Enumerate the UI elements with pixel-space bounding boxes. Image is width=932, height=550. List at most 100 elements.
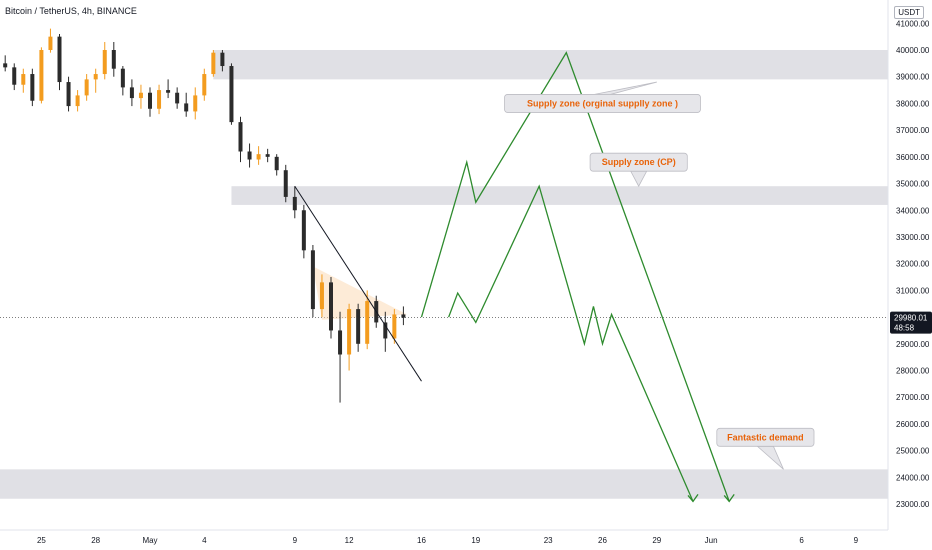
candle-body <box>401 314 406 318</box>
y-tick-label: 31000.00 <box>896 286 930 295</box>
candle-body <box>365 301 370 344</box>
candle-body <box>184 103 189 112</box>
x-tick-label: 19 <box>471 536 480 545</box>
y-tick-label: 35000.00 <box>896 180 930 189</box>
x-tick-label: 28 <box>91 536 100 545</box>
projection-path <box>448 184 694 502</box>
y-tick-label: 38000.00 <box>896 99 930 108</box>
zone-rect <box>213 50 889 80</box>
candle-body <box>319 282 324 310</box>
x-tick-label: 12 <box>345 536 354 545</box>
callout-label: Fantastic demand <box>727 432 804 442</box>
y-tick-label: 33000.00 <box>896 233 930 242</box>
candle-body <box>274 156 279 171</box>
candle-body <box>301 210 306 251</box>
candle-body <box>57 36 62 83</box>
current-price-tag <box>890 311 932 334</box>
y-tick-label: 41000.00 <box>896 19 930 28</box>
y-tick-label: 27000.00 <box>896 393 930 402</box>
countdown-timer: 48:58 <box>894 324 915 333</box>
projection-arrowhead <box>723 494 735 503</box>
candle-body <box>211 52 216 75</box>
trendline <box>294 185 422 382</box>
x-tick-label: 29 <box>652 536 661 545</box>
projection-path <box>420 51 730 502</box>
callout-label: Supply zone (CP) <box>602 157 676 167</box>
candle-body <box>66 82 71 107</box>
candle-body <box>30 74 35 101</box>
callout-pointer <box>630 170 648 188</box>
candle-body <box>238 122 243 152</box>
candle-body <box>356 309 361 344</box>
x-tick-label: 25 <box>37 536 46 545</box>
callout-box <box>716 427 815 447</box>
candle-body <box>166 90 171 93</box>
current-price-value: 29980.01 <box>894 314 928 323</box>
y-tick-label: 39000.00 <box>896 73 930 82</box>
x-tick-label: 9 <box>854 536 859 545</box>
y-tick-label: 32000.00 <box>896 260 930 269</box>
y-tick-label: 34000.00 <box>896 206 930 215</box>
y-tick-label: 40000.00 <box>896 46 930 55</box>
candle-body <box>383 322 388 339</box>
candle-body <box>202 74 207 96</box>
x-tick-label: 26 <box>598 536 607 545</box>
candle-body <box>265 154 270 157</box>
candle-body <box>75 95 80 107</box>
candle-body <box>157 90 162 109</box>
candle-body <box>129 87 134 99</box>
candle-body <box>138 92 143 99</box>
callout-pointer <box>756 445 784 470</box>
candle-body <box>193 95 198 112</box>
candle-body <box>283 170 288 197</box>
x-tick-label: Jun <box>705 536 718 545</box>
candle-body <box>21 74 26 85</box>
candle-body <box>39 50 44 101</box>
candle-body <box>392 314 397 339</box>
zone-rect <box>231 186 888 205</box>
candle-body <box>102 50 107 75</box>
candle-body <box>12 67 17 85</box>
y-tick-label: 28000.00 <box>896 367 930 376</box>
candle-body <box>329 282 333 331</box>
candle-body <box>120 68 125 88</box>
y-tick-label: 29000.00 <box>896 340 930 349</box>
callout-box <box>504 94 701 113</box>
zone-rect <box>0 469 889 499</box>
y-tick-label: 36000.00 <box>896 153 930 162</box>
x-tick-label: May <box>142 536 157 545</box>
candle-body <box>229 66 234 123</box>
x-tick-label: 16 <box>417 536 426 545</box>
x-tick-label: 4 <box>202 536 207 545</box>
projection-arrowhead <box>687 494 699 503</box>
y-tick-label: 25000.00 <box>896 447 930 456</box>
candle-body <box>148 92 152 109</box>
candle-body <box>256 154 261 160</box>
currency-button[interactable]: USDT <box>894 6 924 19</box>
candle-body <box>347 309 352 355</box>
y-tick-label: 26000.00 <box>896 420 930 429</box>
candle-body <box>48 36 53 50</box>
chart-title: Bitcoin / TetherUS, 4h, BINANCE <box>5 6 137 16</box>
candle-body <box>84 79 89 96</box>
candle-body <box>93 74 98 80</box>
y-tick-label: 37000.00 <box>896 126 930 135</box>
y-tick-label: 24000.00 <box>896 473 930 482</box>
x-tick-label: 9 <box>293 536 298 545</box>
candle-body <box>338 330 343 355</box>
y-tick-label: 23000.00 <box>896 500 930 509</box>
x-tick-label: 23 <box>544 536 553 545</box>
callout-pointer <box>594 81 657 95</box>
candle-body <box>3 63 8 68</box>
candle-body <box>111 50 116 69</box>
candle-body <box>220 52 225 67</box>
callout-box <box>589 152 688 172</box>
candle-body <box>247 151 252 160</box>
callout-label: Supply zone (orginal supplly zone ) <box>527 98 678 108</box>
candle-body <box>175 92 180 104</box>
candle-body <box>310 250 315 310</box>
x-tick-label: 6 <box>799 536 804 545</box>
pattern-shade <box>312 266 408 320</box>
candle-body <box>292 196 297 211</box>
